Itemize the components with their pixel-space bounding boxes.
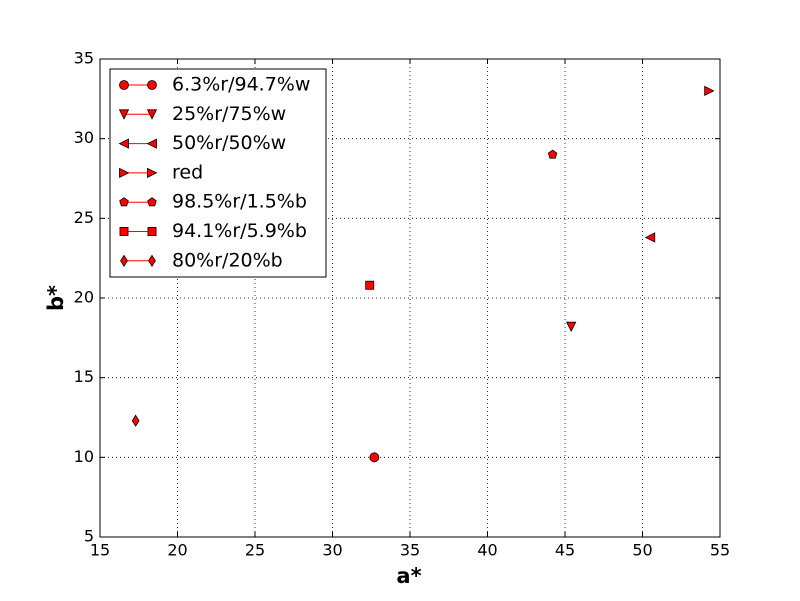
point xyxy=(365,280,375,290)
legend-marker xyxy=(119,227,129,236)
x-axis-label: a* xyxy=(396,564,421,588)
y-tick-label: 20 xyxy=(74,288,94,307)
legend-label: 80%r/20%b xyxy=(172,249,283,271)
point xyxy=(704,85,715,97)
x-tick-label: 20 xyxy=(167,541,187,560)
point xyxy=(644,232,656,243)
y-tick-label: 5 xyxy=(84,527,94,546)
x-tick-label: 15 xyxy=(90,541,110,560)
legend-label: 98.5%r/1.5%b xyxy=(172,191,307,213)
legend-marker xyxy=(148,254,156,267)
x-tick-label: 50 xyxy=(632,541,652,560)
x-tick-label: 55 xyxy=(710,541,730,560)
point xyxy=(566,321,577,333)
legend-marker xyxy=(120,254,128,267)
legend-label: 50%r/50%w xyxy=(172,132,286,154)
legend: 6.3%r/94.7%w 25%r/75%w 50%r/50%w red 98.5%r/… xyxy=(109,68,327,278)
x-tick-label: 35 xyxy=(400,541,420,560)
legend-marker xyxy=(147,80,157,90)
legend-marker xyxy=(119,197,129,207)
y-tick-label: 15 xyxy=(74,367,94,386)
x-tick-label: 45 xyxy=(555,541,575,560)
legend-label: 94.1%r/5.9%b xyxy=(172,220,307,242)
legend-label: 6.3%r/94.7%w xyxy=(172,74,310,96)
y-tick-label: 30 xyxy=(74,128,94,147)
legend-marker xyxy=(147,197,157,207)
legend-marker xyxy=(118,109,130,120)
x-tick-label: 40 xyxy=(477,541,497,560)
legend-marker xyxy=(146,109,158,120)
legend-marker xyxy=(147,167,158,179)
y-tick-label: 35 xyxy=(74,49,94,68)
legend-marker xyxy=(147,227,157,236)
point xyxy=(547,149,558,159)
legend-marker xyxy=(119,80,129,90)
y-tick-label: 10 xyxy=(74,447,94,466)
points xyxy=(131,85,715,463)
y-tick-label: 25 xyxy=(74,208,94,227)
point xyxy=(369,452,380,463)
legend-marker xyxy=(146,138,157,149)
x-tick-label: 30 xyxy=(322,541,342,560)
x-tick-label: 25 xyxy=(245,541,265,560)
legend-label: 25%r/75%w xyxy=(172,103,286,125)
legend-marker xyxy=(119,167,130,179)
y-axis-label: b* xyxy=(44,285,68,311)
point xyxy=(131,414,140,427)
legend-label: red xyxy=(172,161,203,183)
legend-marker xyxy=(118,138,129,149)
